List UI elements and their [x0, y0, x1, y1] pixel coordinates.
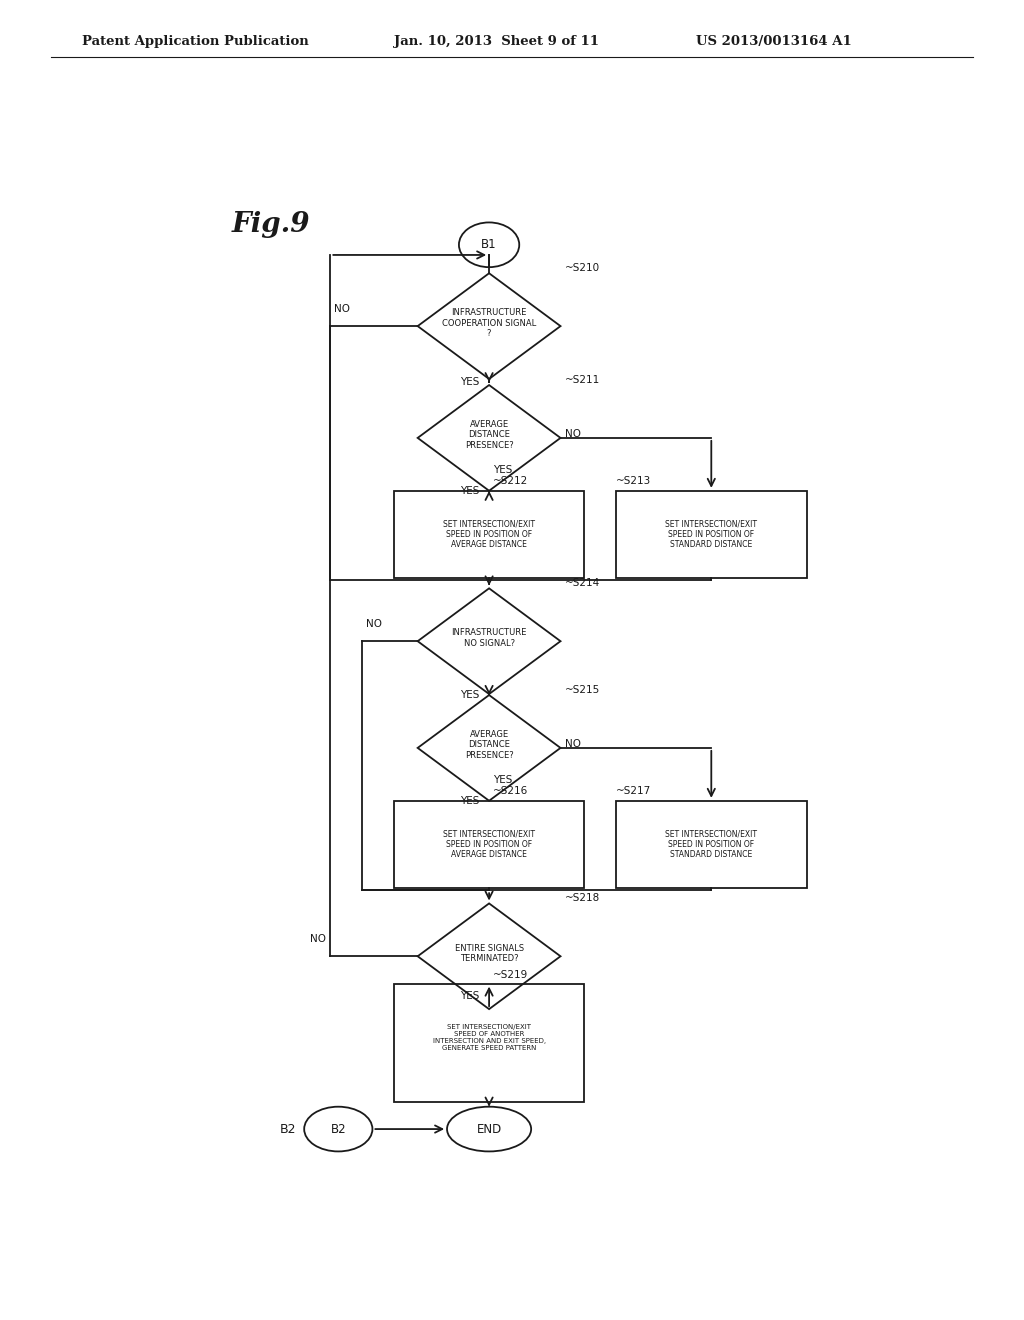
Text: YES: YES [460, 991, 479, 1002]
Text: YES: YES [460, 486, 479, 496]
Text: ~S212: ~S212 [494, 475, 528, 486]
Text: INFRASTRUCTURE
COOPERATION SIGNAL
?: INFRASTRUCTURE COOPERATION SIGNAL ? [442, 308, 537, 338]
Bar [616, 801, 807, 888]
Text: ~S211: ~S211 [564, 375, 600, 385]
Text: SET INTERSECTION/EXIT
SPEED IN POSITION OF
STANDARD DISTANCE: SET INTERSECTION/EXIT SPEED IN POSITION … [666, 520, 758, 549]
Text: US 2013/0013164 A1: US 2013/0013164 A1 [696, 34, 852, 48]
Text: ~S214: ~S214 [564, 578, 600, 589]
Text: YES: YES [494, 465, 512, 474]
Text: ENTIRE SIGNALS
TERMINATED?: ENTIRE SIGNALS TERMINATED? [455, 944, 523, 962]
Text: SET INTERSECTION/EXIT
SPEED IN POSITION OF
AVERAGE DISTANCE: SET INTERSECTION/EXIT SPEED IN POSITION … [443, 829, 536, 859]
Text: SET INTERSECTION/EXIT
SPEED IN POSITION OF
STANDARD DISTANCE: SET INTERSECTION/EXIT SPEED IN POSITION … [666, 829, 758, 859]
Text: SET INTERSECTION/EXIT
SPEED IN POSITION OF
AVERAGE DISTANCE: SET INTERSECTION/EXIT SPEED IN POSITION … [443, 520, 536, 549]
Text: ~S219: ~S219 [494, 970, 528, 979]
Text: ~S217: ~S217 [616, 785, 651, 796]
Text: YES: YES [460, 689, 479, 700]
Text: YES: YES [460, 378, 479, 387]
Text: NO: NO [367, 619, 382, 630]
Text: B2: B2 [280, 1122, 296, 1135]
Text: AVERAGE
DISTANCE
PRESENCE?: AVERAGE DISTANCE PRESENCE? [465, 730, 513, 760]
Bar [394, 983, 585, 1102]
Text: Fig.9: Fig.9 [231, 211, 309, 238]
Text: END: END [476, 1122, 502, 1135]
Text: YES: YES [494, 775, 512, 784]
Text: Jan. 10, 2013  Sheet 9 of 11: Jan. 10, 2013 Sheet 9 of 11 [394, 34, 599, 48]
Text: ~S215: ~S215 [564, 685, 600, 696]
Text: NO: NO [310, 935, 327, 944]
Text: NO: NO [565, 429, 582, 438]
Text: YES: YES [460, 796, 479, 805]
Text: AVERAGE
DISTANCE
PRESENCE?: AVERAGE DISTANCE PRESENCE? [465, 420, 513, 450]
Text: B2: B2 [331, 1122, 346, 1135]
Text: ~S216: ~S216 [494, 785, 528, 796]
Bar [616, 491, 807, 578]
Bar [394, 801, 585, 888]
Text: SET INTERSECTION/EXIT
SPEED OF ANOTHER
INTERSECTION AND EXIT SPEED,
GENERATE SPE: SET INTERSECTION/EXIT SPEED OF ANOTHER I… [432, 1024, 546, 1051]
Text: ~S218: ~S218 [564, 894, 600, 903]
Text: INFRASTRUCTURE
NO SIGNAL?: INFRASTRUCTURE NO SIGNAL? [452, 628, 526, 648]
Text: ~S210: ~S210 [564, 263, 600, 273]
Bar [394, 491, 585, 578]
Text: Patent Application Publication: Patent Application Publication [82, 34, 308, 48]
Text: NO: NO [565, 739, 582, 748]
Text: ~S213: ~S213 [616, 475, 651, 486]
Text: NO: NO [334, 304, 350, 314]
Text: B1: B1 [481, 239, 497, 251]
